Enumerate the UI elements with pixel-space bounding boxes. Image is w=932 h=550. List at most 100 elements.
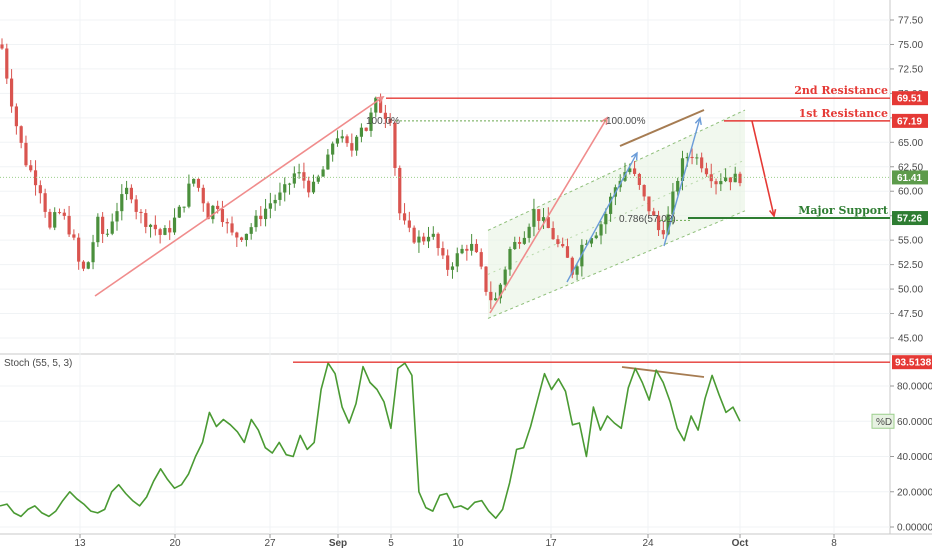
candle-body [599,224,603,236]
candle-body [402,213,407,221]
fib-label-2: 100.00% [606,116,646,127]
candle-body [474,243,479,253]
candle-body [311,181,316,193]
candle-body [656,215,661,231]
candle-body [220,209,225,223]
candle-body [292,173,296,184]
price-tick-label: 62.50 [898,162,923,173]
level-tag-box [892,113,928,128]
candle-body [355,136,359,151]
candle-body [589,238,594,244]
candle-body [364,127,368,131]
candle-body [105,233,110,235]
candle-body [206,203,210,220]
candle-body [33,170,38,186]
candle-body [733,173,737,183]
candle-body [388,118,392,123]
stoch-tick-label: 20.000000 [897,487,932,498]
trend-arrow-2-head [600,116,608,126]
time-tick-label: 10 [452,538,464,549]
impulse-arrow-1 [566,152,638,283]
level-label: 2nd Resistance [794,84,888,97]
candle-body [378,97,383,113]
time-tick-label: Sep [329,538,347,549]
candle-body [168,228,172,233]
last-price-tag-box [892,170,928,185]
price-tick-label: 60.00 [898,187,923,198]
price-tick-label: 50.00 [898,285,923,296]
channel-fill [488,110,745,319]
candle-body [465,248,469,251]
candle-body [216,205,220,210]
candle-body [594,235,598,239]
candle-body [479,252,483,267]
candle-body [489,291,493,301]
candle-body [81,261,86,269]
candle-body [57,212,62,214]
candle-body [96,216,100,243]
time-axis: 13 20 27 Sep 5 10 17 24 Oct 8 [74,534,837,549]
stoch-pane [0,356,890,534]
candle-body [460,248,464,254]
candle-body [446,255,450,270]
d-legend-box [871,413,895,429]
candle-body [235,232,239,238]
level-label: Major Support [798,204,889,217]
candle-body [192,178,196,184]
trend-arrow-1 [94,96,384,297]
candle-body [604,213,608,225]
stoch-tick-label: 80.000000 [897,382,932,393]
candle-body [48,211,52,228]
candle-body [724,177,728,182]
candle-body [719,181,723,185]
candle-body [254,215,258,228]
candle-body [652,211,656,216]
time-tick-label: 20 [169,538,181,549]
candle-body [115,211,119,222]
channel-bottom [487,210,746,319]
candle-body [628,168,632,173]
candle-body [225,222,229,224]
price-tick-label: 72.50 [898,64,923,75]
candle-body [297,172,301,174]
candle-body [244,233,249,240]
candle-body [19,126,23,143]
price-channel [487,109,746,319]
candle-body [259,215,263,220]
price-tick-label: 52.50 [898,260,923,271]
price-tick-label: 77.50 [898,16,923,27]
candle-body [9,78,14,107]
candle-body [148,224,153,227]
candle-body [374,97,378,113]
divergence-line-price [619,109,705,147]
candle-body [153,224,157,230]
annotations: 100.0% 100.00% 0.786(57.02) 2nd Resistance 1… [0,84,890,378]
candle-body [666,214,670,235]
candle-body [695,157,699,159]
candle-body [676,180,680,192]
candle-body [422,236,426,242]
stochastic-series [0,361,890,519]
candle-body [268,203,272,209]
candle-body [551,228,555,240]
candle-body [632,168,637,174]
candle-body [398,167,402,214]
impulse-arrow-2-head [694,116,702,126]
candle-body [263,208,268,220]
time-tick-label: Oct [732,538,749,549]
candle-body [498,284,502,299]
candle-body [728,177,733,183]
candle-body [541,217,546,221]
candle-body [556,239,560,245]
candle-body [340,136,344,139]
candle-body [321,169,325,177]
candle-body [441,248,445,256]
candle-body [158,229,162,235]
candle-body [704,168,709,175]
candle-body [139,211,143,214]
price-tick-label: 65.00 [898,138,923,149]
candle-body [124,187,129,195]
candle-body [273,199,277,204]
projection-arrow [751,120,775,217]
candle-body [642,184,646,197]
